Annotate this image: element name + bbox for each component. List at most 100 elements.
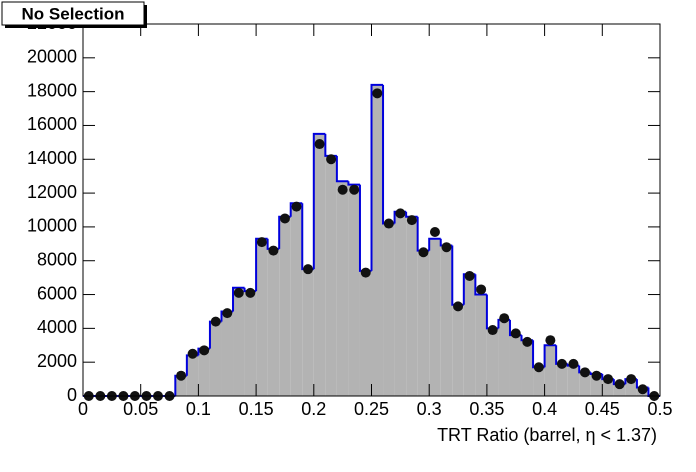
title-box — [1, 1, 145, 26]
data-point — [556, 358, 567, 369]
y-tick-label: 18000 — [27, 80, 77, 100]
y-tick-label: 14000 — [27, 148, 77, 168]
histogram-bar — [383, 223, 395, 396]
data-point — [279, 213, 290, 224]
data-point — [395, 208, 406, 219]
data-point — [233, 287, 244, 298]
title: No Selection — [22, 4, 125, 23]
histogram-bar — [429, 238, 441, 396]
histogram-outline — [232, 286, 245, 312]
histogram-outline — [335, 155, 349, 183]
histogram-outline — [370, 83, 384, 271]
data-point — [579, 367, 590, 378]
histogram-bar — [336, 181, 349, 396]
y-tick-label: 20000 — [27, 47, 77, 67]
histogram-bar — [175, 375, 187, 396]
y-tick-label: 2000 — [37, 351, 77, 371]
data-point — [337, 184, 348, 195]
histogram-bar — [198, 348, 210, 396]
data-point — [360, 267, 371, 278]
histogram-bar — [394, 211, 407, 396]
histogram-bar — [406, 216, 418, 396]
histogram-outline — [474, 274, 487, 296]
data-point — [406, 215, 417, 226]
histogram-bar — [256, 238, 268, 396]
x-tick-label: 0.05 — [123, 399, 158, 419]
histogram-bar — [509, 335, 522, 396]
data-point — [291, 201, 302, 212]
data-point — [533, 362, 544, 373]
y-tick-label: 10000 — [27, 216, 77, 236]
data-point — [637, 384, 648, 395]
data-point — [614, 379, 625, 390]
data-point — [256, 237, 267, 248]
data-point — [591, 370, 602, 381]
data-point — [349, 184, 360, 195]
histogram-bar — [498, 319, 510, 396]
histogram-outline — [543, 344, 557, 368]
histogram-bar — [567, 365, 580, 396]
data-point — [453, 301, 464, 312]
histogram-bar — [325, 155, 337, 396]
data-point — [326, 154, 337, 165]
data-point — [487, 325, 498, 336]
x-tick-label: 0.3 — [417, 399, 442, 419]
data-point — [603, 374, 614, 385]
y-tick-label: 0 — [67, 385, 77, 405]
data-point — [429, 226, 440, 237]
histogram-bar — [556, 363, 568, 396]
x-tick-label: 0 — [78, 399, 88, 419]
histogram-bar — [590, 374, 603, 396]
data-point — [441, 242, 452, 253]
histogram-bar — [279, 216, 291, 396]
x-axis-label: TRT Ratio (barrel, η < 1.37) — [437, 425, 657, 445]
histogram-bar — [486, 328, 499, 396]
histogram-bar — [440, 245, 453, 396]
data-point — [187, 348, 198, 359]
histogram-bar — [613, 384, 626, 396]
data-point — [383, 218, 394, 229]
data-point — [476, 284, 487, 295]
histogram-bar — [625, 379, 637, 396]
histogram-bar — [267, 248, 280, 396]
y-tick-label: 16000 — [27, 114, 77, 134]
histogram-bar — [475, 294, 487, 396]
histogram-bar — [359, 270, 372, 396]
histogram-bar — [544, 345, 557, 396]
histogram-bar — [579, 372, 591, 396]
histogram-bar — [452, 304, 464, 396]
histogram-bar — [463, 274, 476, 396]
histogram-bar — [348, 184, 360, 396]
histogram-bar — [521, 340, 534, 396]
data-point — [545, 335, 556, 346]
histogram-bar — [233, 287, 245, 396]
histogram-bar — [221, 311, 234, 396]
histogram-outline — [428, 237, 441, 251]
histogram-bar — [290, 203, 303, 396]
histogram-bar — [302, 269, 314, 396]
plot-area — [83, 83, 660, 401]
histogram-bar — [417, 250, 430, 396]
histogram-bar — [186, 355, 199, 396]
data-point — [626, 374, 637, 385]
data-point — [522, 336, 533, 347]
data-point — [499, 313, 510, 324]
data-point — [210, 316, 221, 327]
data-point — [510, 328, 521, 339]
data-point — [314, 139, 325, 150]
x-tick-label: 0.2 — [301, 399, 326, 419]
data-point — [268, 245, 279, 256]
x-tick-label: 0.5 — [647, 399, 672, 419]
data-point — [222, 308, 233, 319]
x-tick-label: 0.1 — [186, 399, 211, 419]
y-tick-label: 12000 — [27, 182, 77, 202]
x-tick-label: 0.15 — [239, 399, 274, 419]
histogram-outline — [312, 132, 326, 270]
histogram-bar — [244, 291, 257, 396]
histogram-bar — [533, 367, 545, 396]
data-point — [464, 270, 475, 281]
x-tick-label: 0.4 — [532, 399, 557, 419]
data-point — [245, 287, 256, 298]
histogram-outline — [347, 181, 360, 186]
